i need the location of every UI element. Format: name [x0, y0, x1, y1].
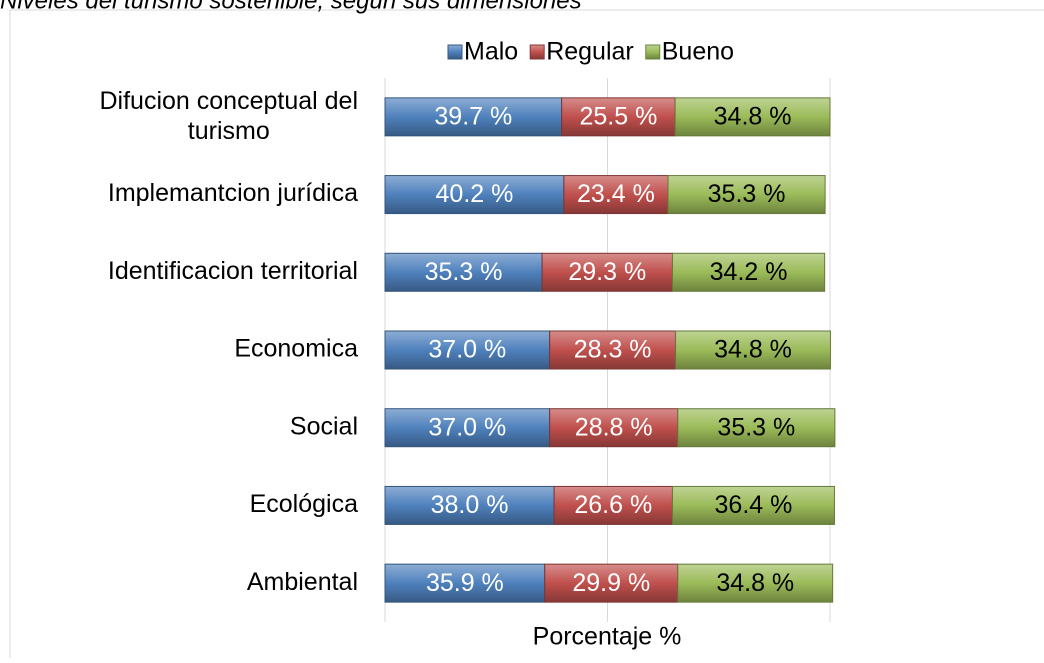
bar-segment	[671, 252, 826, 292]
data-label: 34.2 %	[710, 258, 788, 286]
bar-segment	[384, 563, 546, 603]
bar-segment	[384, 97, 563, 137]
bar-segment	[541, 252, 673, 292]
bar-segment	[667, 175, 826, 215]
data-label: 28.3 %	[574, 336, 652, 364]
legend-label: Bueno	[662, 38, 734, 66]
data-label: 29.3 %	[568, 258, 646, 286]
data-label: 38.0 %	[431, 491, 509, 519]
data-label: 28.8 %	[575, 413, 653, 441]
x-axis-label: Porcentaje %	[533, 623, 682, 651]
data-label: 36.4 %	[715, 491, 793, 519]
y-tick-label: Implemantcion jurídica	[108, 179, 358, 207]
data-label: 34.8 %	[714, 102, 792, 130]
data-label: 35.3 %	[425, 258, 503, 286]
legend-label: Regular	[546, 38, 634, 66]
y-tick-label: Social	[290, 412, 358, 440]
data-label: 35.9 %	[426, 569, 504, 597]
chart-frame	[9, 9, 1044, 663]
bar-segment	[384, 252, 543, 292]
data-label: 34.8 %	[714, 336, 792, 364]
legend-swatch	[645, 44, 661, 60]
data-label: 29.9 %	[572, 569, 650, 597]
bar-segment	[677, 563, 834, 603]
data-label: 23.4 %	[577, 180, 655, 208]
legend-swatch	[529, 44, 545, 60]
bar-segment	[384, 330, 551, 370]
data-label: 25.5 %	[579, 102, 657, 130]
legend: Malo Regular Bueno	[447, 38, 734, 66]
bar-segment	[561, 97, 676, 137]
bar-segment	[544, 563, 679, 603]
bar-segment	[671, 485, 835, 525]
bar-segment	[549, 408, 679, 448]
y-tick-label: Ecológica	[250, 490, 358, 518]
legend-swatch	[447, 44, 463, 60]
bar-segment	[674, 97, 831, 137]
data-label: 37.0 %	[428, 336, 506, 364]
data-label: 37.0 %	[428, 413, 506, 441]
y-tick-label: Difucion conceptual del turismo	[100, 86, 359, 144]
bar-segment	[675, 330, 831, 370]
chart-title: Niveles del turismo sostenible, según su…	[0, 0, 582, 14]
data-label: 40.2 %	[436, 180, 514, 208]
data-label: 26.6 %	[574, 491, 652, 519]
bar-segment	[384, 408, 551, 448]
legend-label: Malo	[464, 38, 518, 66]
bar-segment	[553, 485, 673, 525]
y-tick-label: Ambiental	[247, 568, 358, 596]
data-label: 39.7 %	[434, 102, 512, 130]
y-tick-label: Economica	[234, 335, 358, 363]
bar-segment	[384, 485, 555, 525]
data-label: 35.3 %	[708, 180, 786, 208]
bar-segment	[677, 408, 836, 448]
data-label: 34.8 %	[716, 569, 794, 597]
data-label: 35.3 %	[717, 413, 795, 441]
y-tick-label: Identificacion territorial	[108, 257, 358, 285]
